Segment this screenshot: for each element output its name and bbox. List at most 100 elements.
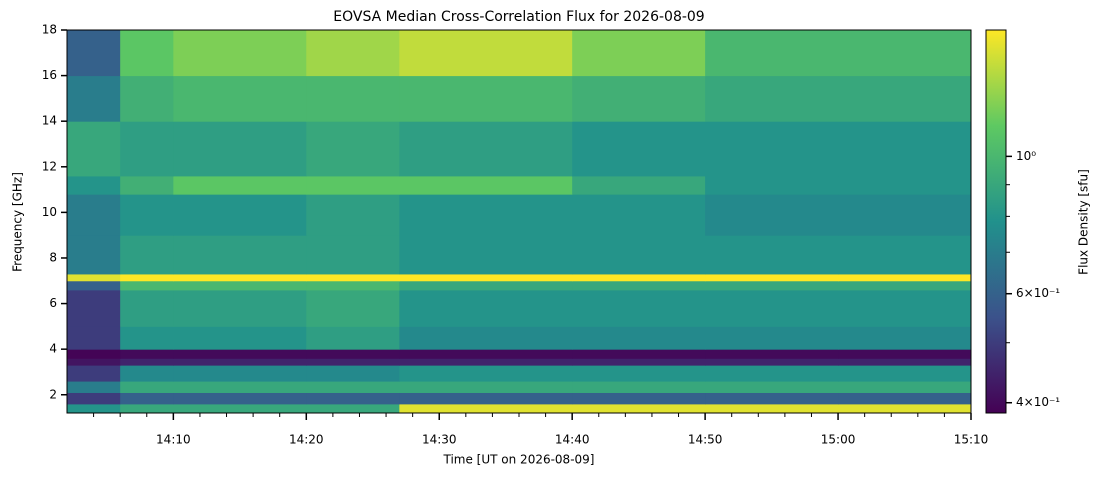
heatmap-cell — [120, 75, 174, 122]
heatmap-cell — [173, 273, 307, 282]
heatmap-cell — [306, 358, 400, 366]
heatmap-cell — [67, 349, 121, 359]
heatmap-cell — [399, 121, 573, 177]
heatmap-cell — [838, 235, 972, 275]
heatmap-cell — [838, 273, 972, 282]
heatmap-cell — [67, 403, 121, 414]
chart-title: EOVSA Median Cross-Correlation Flux for … — [333, 9, 704, 25]
colorbar-frame — [985, 29, 1007, 414]
heatmap-cell — [838, 194, 972, 236]
heatmap-cell — [67, 121, 121, 177]
heatmap-cell — [572, 273, 706, 282]
heatmap-cell — [705, 235, 839, 275]
heatmap-cell — [120, 392, 174, 405]
heatmap-cell — [67, 358, 121, 366]
heatmap-cell — [705, 326, 839, 350]
heatmap-cell — [173, 358, 307, 366]
x-tick-label: 14:10 — [156, 433, 191, 447]
heatmap-cell — [838, 381, 972, 393]
heatmap-cell — [399, 273, 573, 282]
heatmap-cell — [572, 289, 706, 327]
heatmap-cell — [67, 273, 121, 282]
heatmap-cell — [173, 30, 307, 77]
heatmap-cell — [306, 273, 400, 282]
heatmap-cell — [705, 349, 839, 359]
x-tick-label: 14:40 — [555, 433, 590, 447]
heatmap-cell — [838, 392, 972, 405]
y-tick-label: 2 — [49, 387, 57, 401]
heatmap-cell — [120, 194, 174, 236]
heatmap-cell — [705, 381, 839, 393]
heatmap-cell — [173, 365, 307, 382]
heatmap-cell — [838, 349, 972, 359]
y-tick-label: 12 — [42, 159, 57, 173]
heatmap-cell — [399, 326, 573, 350]
heatmap-cell — [67, 75, 121, 122]
y-tick-label: 14 — [42, 114, 57, 128]
heatmap-cell — [399, 175, 573, 195]
x-tick-label: 14:50 — [688, 433, 723, 447]
heatmap-cell — [173, 235, 307, 275]
heatmap-cell — [173, 392, 307, 405]
colorbar-tick-label: 10⁰ — [1016, 149, 1036, 163]
heatmap-cell — [572, 349, 706, 359]
heatmap-cell — [120, 289, 174, 327]
heatmap-cell — [173, 194, 307, 236]
heatmap-cell — [173, 403, 307, 414]
heatmap-cell — [838, 289, 972, 327]
heatmap-cell — [838, 365, 972, 382]
heatmap-cell — [399, 358, 573, 366]
heatmap-cell — [705, 403, 839, 414]
heatmap-cell — [572, 381, 706, 393]
heatmap-cell — [705, 280, 839, 291]
heatmap-cell — [705, 121, 839, 177]
heatmap-cell — [399, 30, 573, 77]
heatmap-cell — [572, 403, 706, 414]
heatmap-cell — [306, 235, 400, 275]
heatmap-cell — [120, 349, 174, 359]
heatmap-cell — [306, 30, 400, 77]
heatmap-cell — [306, 349, 400, 359]
heatmap-cell — [838, 121, 972, 177]
heatmap-cell — [173, 381, 307, 393]
heatmap-cell — [705, 273, 839, 282]
heatmap-cell — [120, 403, 174, 414]
heatmap-cell — [705, 289, 839, 327]
heatmap-cell — [306, 326, 400, 350]
heatmap-cell — [838, 280, 972, 291]
colorbar-label: Flux Density [sfu] — [1077, 169, 1091, 275]
heatmap-cell — [67, 326, 121, 350]
heatmap-cell — [705, 75, 839, 122]
heatmap-cell — [306, 75, 400, 122]
heatmap-cell — [306, 121, 400, 177]
heatmap-cell — [838, 75, 972, 122]
heatmap-cell — [120, 381, 174, 393]
heatmap-cell — [838, 326, 972, 350]
heatmap-cell — [306, 381, 400, 393]
heatmap-cell — [173, 121, 307, 177]
heatmap-cell — [838, 175, 972, 195]
heatmap-cell — [120, 273, 174, 282]
heatmap-cell — [399, 75, 573, 122]
heatmap-cell — [173, 75, 307, 122]
heatmap-cell — [399, 365, 573, 382]
x-axis-label: Time [UT on 2026-08-09] — [443, 453, 595, 467]
heatmap-cell — [399, 403, 573, 414]
x-tick-label: 14:30 — [422, 433, 457, 447]
heatmap-cell — [399, 381, 573, 393]
heatmap-cell — [120, 365, 174, 382]
heatmap-cell — [306, 392, 400, 405]
heatmap-cell — [705, 358, 839, 366]
heatmap-cell — [306, 280, 400, 291]
heatmap-cell — [838, 403, 972, 414]
heatmap-cell — [399, 280, 573, 291]
heatmap-cell — [572, 175, 706, 195]
heatmap-cell — [173, 280, 307, 291]
heatmap-cell — [399, 349, 573, 359]
y-tick-label: 6 — [49, 296, 57, 310]
heatmap-cell — [572, 392, 706, 405]
heatmap-cell — [67, 392, 121, 405]
heatmap-cell — [67, 194, 121, 236]
heatmap-cell — [67, 235, 121, 275]
heatmap-cell — [705, 365, 839, 382]
